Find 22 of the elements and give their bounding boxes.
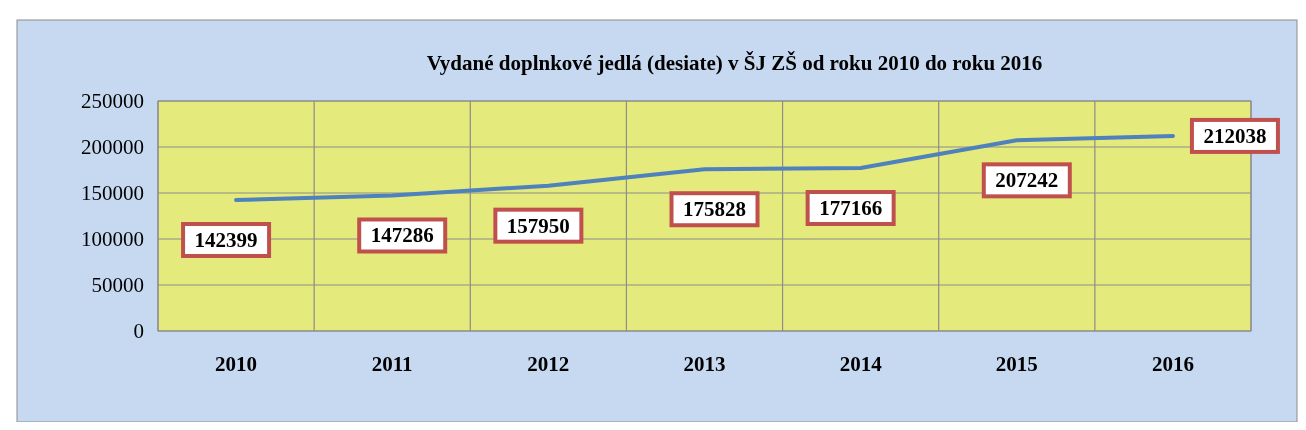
y-tick-label: 150000 — [81, 181, 144, 205]
data-label: 175828 — [683, 197, 746, 222]
x-tick-label: 2014 — [839, 352, 883, 376]
x-tick-label: 2016 — [1151, 352, 1194, 376]
y-tick-label: 0 — [133, 319, 144, 343]
y-tick-label: 100000 — [81, 227, 144, 251]
data-label: 177166 — [819, 196, 883, 221]
x-tick-label: 2013 — [683, 352, 726, 376]
data-label: 142399 — [194, 227, 258, 252]
y-tick-label: 50000 — [91, 273, 144, 297]
data-label: 157950 — [506, 213, 570, 238]
x-tick-label: 2010 — [215, 352, 258, 376]
chart-title: Vydané doplnkové jedlá (desiate) v ŠJ ZŠ od roku 2010 do roku 2016 — [426, 51, 1043, 75]
y-tick-label: 250000 — [81, 89, 144, 113]
data-label: 207242 — [995, 168, 1059, 193]
data-label: 212038 — [1203, 123, 1267, 148]
line-series — [234, 133, 1175, 202]
x-tick-label: 2015 — [995, 352, 1038, 376]
data-label: 147286 — [370, 223, 434, 248]
y-tick-label: 200000 — [81, 135, 144, 159]
x-tick-label: 2012 — [527, 352, 570, 376]
x-tick-label: 2011 — [371, 352, 413, 376]
